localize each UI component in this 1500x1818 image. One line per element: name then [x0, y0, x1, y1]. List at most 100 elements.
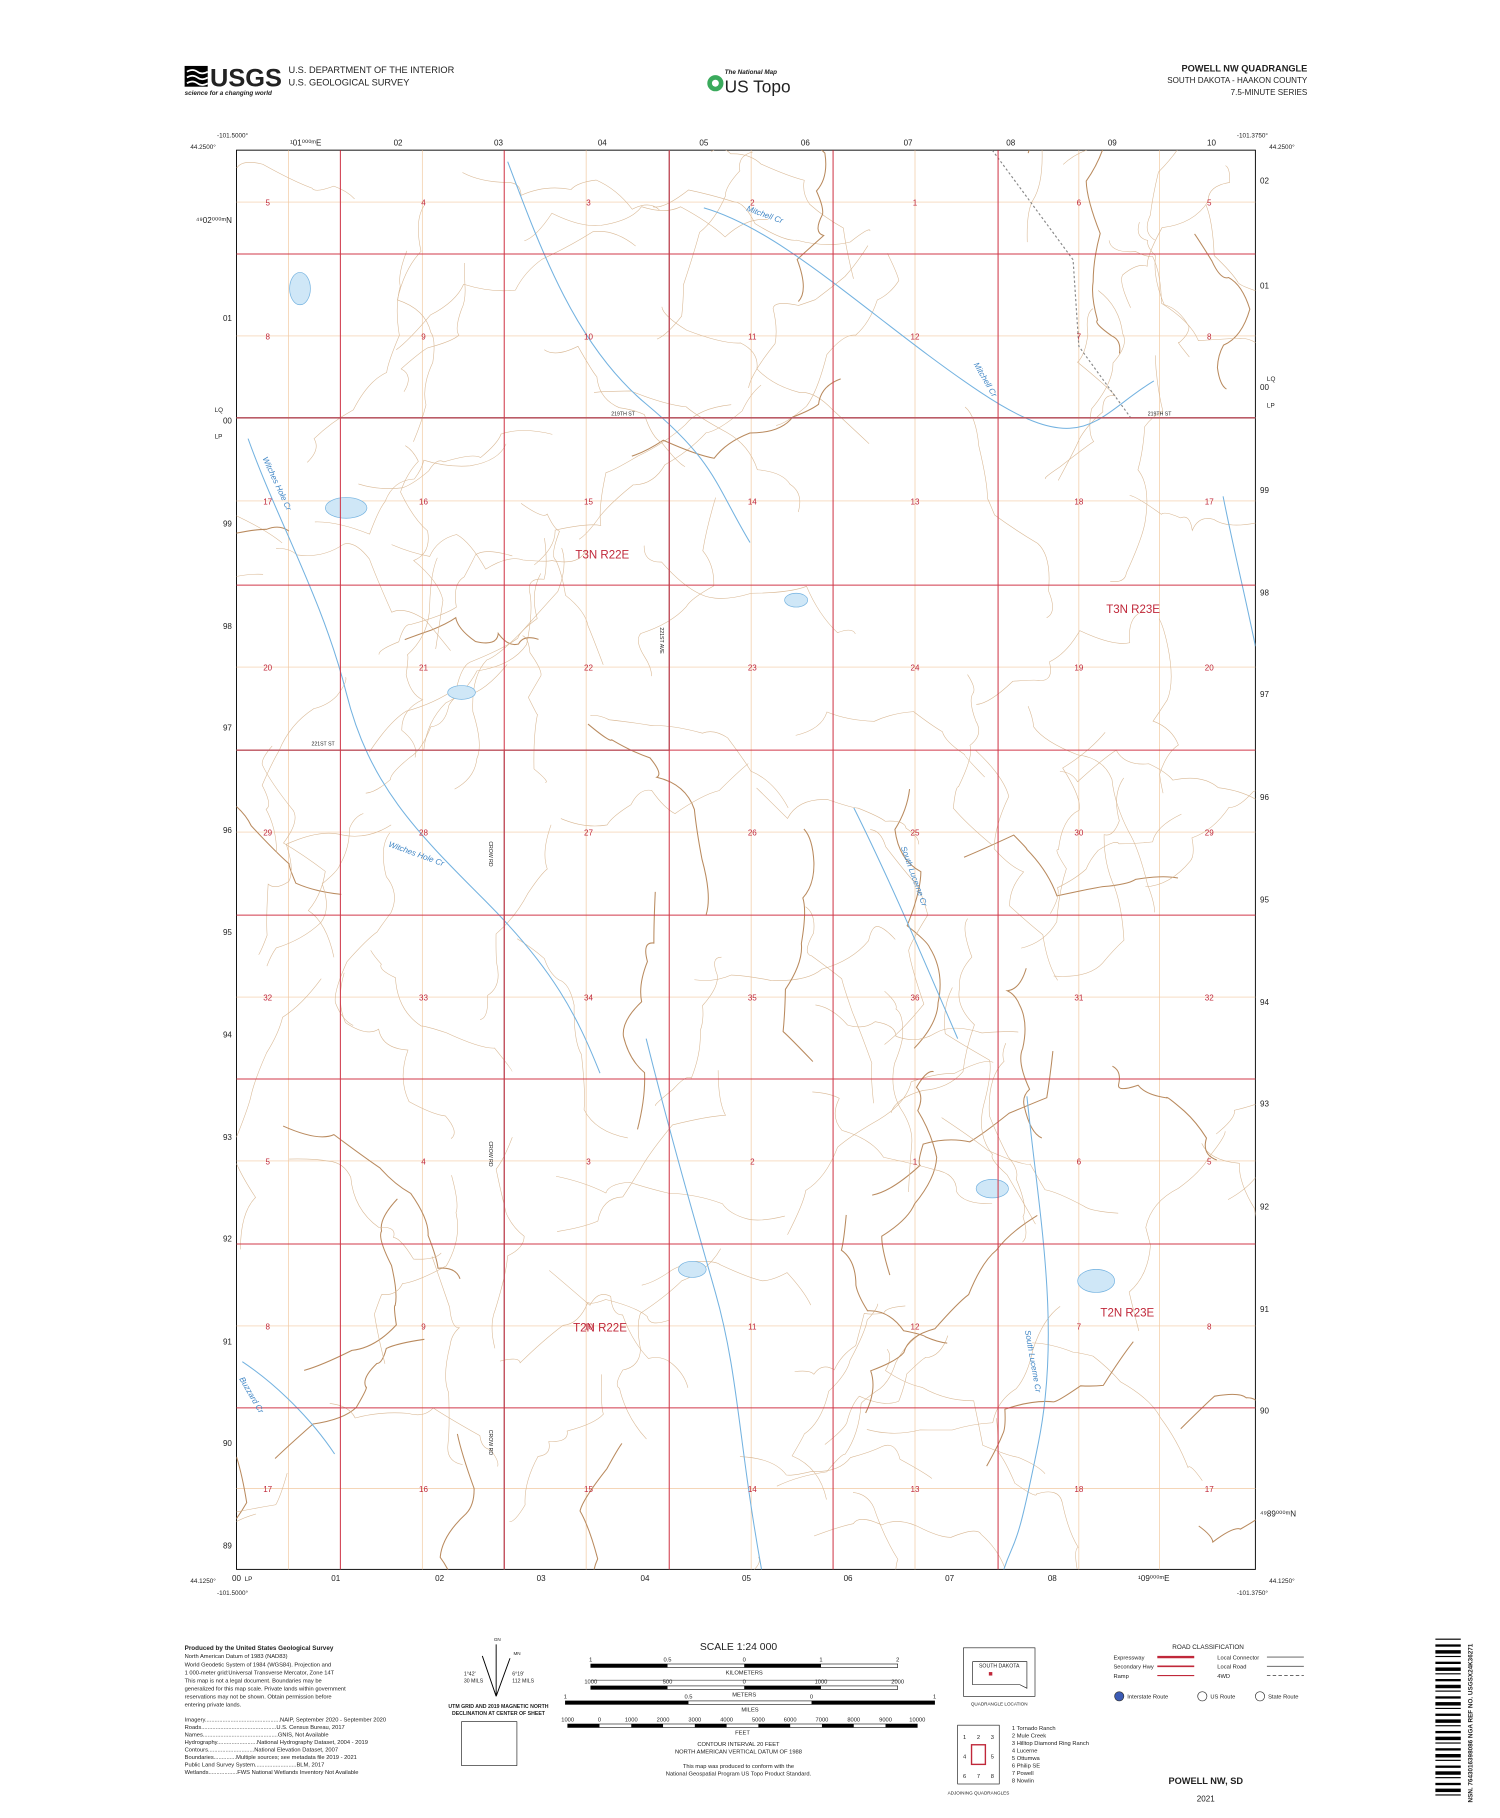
adjoining-cell: 5 — [991, 1755, 994, 1761]
utm-label: 01 — [331, 1574, 340, 1583]
declination-label: 1°42' — [464, 1672, 476, 1678]
section-number: 10 — [584, 332, 593, 341]
barcode-text: NSN. 7643016398086 NGA REF NO. USGSX24K3… — [1467, 1643, 1474, 1802]
contour — [1108, 240, 1256, 344]
section-number: 3 — [586, 199, 591, 208]
section-number: 16 — [419, 497, 428, 506]
data-credit: Imagery.................................… — [185, 1718, 386, 1724]
contour — [462, 172, 660, 211]
utm-label: 97 — [223, 724, 232, 733]
scale-tick: 0.5 — [684, 1695, 692, 1701]
scale-tick: 3000 — [688, 1718, 701, 1724]
legend-entry: 4WD — [1217, 1674, 1230, 1680]
map-note: NORTH AMERICAN VERTICAL DATUM OF 1988 — [675, 1749, 802, 1755]
data-credit: Boundaries..............Multiple sources… — [185, 1755, 357, 1761]
barcode-stripe — [1435, 1759, 1461, 1761]
contour — [1121, 165, 1231, 308]
utm-label: 95 — [223, 928, 232, 937]
contour — [423, 538, 547, 750]
contour — [782, 828, 815, 1062]
scale-bar-fill — [590, 1685, 668, 1690]
barcode-stripe — [1435, 1748, 1461, 1751]
section-number: 34 — [584, 994, 593, 1003]
scale-tick: 1 — [589, 1658, 592, 1664]
topography — [236, 150, 1256, 1570]
section-number: 16 — [419, 1485, 428, 1494]
utm-label: 91 — [1260, 1305, 1269, 1314]
contour — [593, 390, 801, 513]
utm-label: 93 — [223, 1133, 232, 1142]
township-label: T3N R22E — [575, 550, 629, 562]
scale-bar-fill — [885, 1724, 918, 1728]
section-number: 17 — [1205, 497, 1214, 506]
utm-label: 00 — [1260, 383, 1269, 392]
contour — [1032, 1342, 1203, 1481]
barcode-stripe — [1435, 1679, 1461, 1682]
contour — [739, 1444, 933, 1479]
contour — [1021, 732, 1106, 949]
contour — [894, 788, 941, 1049]
scale-tick: 1 — [819, 1658, 822, 1664]
barcode-stripe — [1435, 1644, 1461, 1647]
contour — [544, 345, 686, 467]
scale-unit: FEET — [735, 1730, 750, 1736]
section-number: 13 — [911, 1485, 920, 1494]
utm-label: 92 — [1260, 1202, 1269, 1211]
edge-mark: LP — [245, 1576, 253, 1583]
utm-label: 96 — [223, 826, 232, 835]
contour — [236, 978, 322, 1250]
contour — [236, 1472, 288, 1513]
section-number: 36 — [911, 994, 920, 1003]
section-number: 35 — [748, 994, 757, 1003]
utm-label: 91 — [223, 1337, 232, 1346]
road-label: 219TH ST — [1148, 412, 1172, 418]
utm-label: 00 — [223, 417, 232, 426]
utm-label: 02 — [1260, 177, 1269, 186]
declination-caption: UTM GRID AND 2019 MAGNETIC NORTH — [448, 1704, 548, 1710]
contour — [963, 834, 1179, 897]
contour — [1050, 813, 1182, 914]
utm-label: 98 — [223, 622, 232, 631]
scale-bar-fill — [821, 1724, 854, 1728]
contour — [579, 1443, 623, 1570]
contour — [865, 1214, 1038, 1414]
section-number: 29 — [263, 829, 272, 838]
section-number: 9 — [421, 332, 426, 341]
section-number: 20 — [263, 664, 272, 673]
adjoining-cell: 6 — [963, 1774, 966, 1780]
section-number: 33 — [419, 994, 428, 1003]
contour — [812, 1091, 993, 1205]
barcode-stripe — [1435, 1655, 1461, 1658]
contour — [944, 987, 1036, 1225]
section-number: 23 — [748, 664, 757, 673]
pond — [678, 1260, 707, 1278]
barcode-stripe — [1435, 1673, 1461, 1675]
declination-caption: DECLINATION AT CENTER OF SHEET — [452, 1711, 546, 1717]
section-number: 5 — [265, 1157, 270, 1166]
contour — [391, 534, 587, 570]
scale-unit: METERS — [732, 1692, 756, 1698]
utm-label: ¹09⁰⁰⁰ᵐE — [1138, 1574, 1170, 1583]
contour — [236, 1513, 257, 1522]
section-number: 18 — [1074, 1485, 1083, 1494]
contour — [400, 445, 444, 650]
data-credit: Wetlands..................FWS National W… — [185, 1770, 359, 1776]
scale-tick: 1 — [564, 1695, 567, 1701]
contour — [1146, 150, 1178, 241]
section-number: 32 — [1205, 994, 1214, 1003]
contour — [694, 926, 896, 981]
section-number: 25 — [911, 829, 920, 838]
barcode-stripe — [1435, 1754, 1461, 1758]
scale-bar-fill — [811, 1700, 935, 1705]
producer-note: generalized for this map scale. Private … — [185, 1687, 346, 1693]
utm-label: 05 — [742, 1574, 751, 1583]
map-note: CONTOUR INTERVAL 20 FEET — [697, 1742, 780, 1748]
barcode-stripe — [1435, 1771, 1461, 1775]
contour — [1137, 221, 1190, 358]
contour — [400, 262, 466, 392]
contour — [524, 206, 769, 242]
contour — [1110, 355, 1164, 582]
legend-entry: Local Connector — [1217, 1655, 1259, 1661]
section-number: 20 — [1205, 664, 1214, 673]
contour — [557, 1070, 727, 1232]
